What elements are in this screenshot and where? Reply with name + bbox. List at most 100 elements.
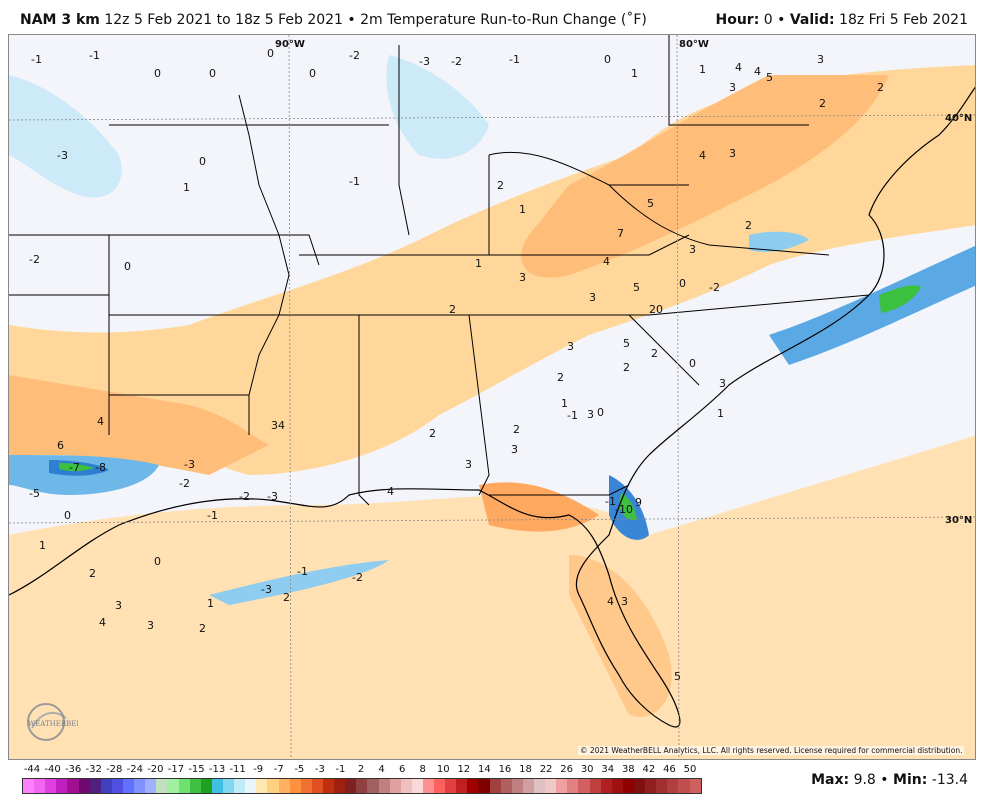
station-value: 2 [199, 622, 206, 635]
meridian-80w [676, 35, 680, 759]
colorbar-segment [600, 779, 612, 793]
warming-core-west [9, 375, 269, 475]
station-value: -2 [239, 490, 250, 503]
colorbar-label: 26 [560, 764, 573, 775]
station-value: 5 [674, 670, 681, 683]
valid-time: Hour: 0 • Valid: 18z Fri 5 Feb 2021 [715, 12, 968, 28]
station-value: -1 [567, 409, 578, 422]
colorbar-label: 10 [436, 764, 450, 775]
station-value: 3 [621, 595, 628, 608]
gridline-label-80w: 80°W [679, 39, 709, 50]
station-value: 2 [819, 97, 826, 110]
station-value: 2 [449, 303, 456, 316]
colorbar-segment [56, 779, 68, 793]
colorbar-segment [89, 779, 101, 793]
colorbar-label: 34 [601, 764, 615, 775]
colorbar-segment [545, 779, 557, 793]
station-value: 2 [623, 361, 630, 374]
meridian-90w [288, 35, 292, 759]
parallel-30n [9, 516, 975, 524]
colorbar-segment [478, 779, 490, 793]
gridline-label-90w: 90°W [275, 39, 305, 50]
station-value: 1 [39, 539, 46, 552]
station-value: 4 [754, 65, 761, 78]
colorbar-segment [23, 779, 35, 793]
model-name: NAM 3 km [20, 12, 100, 28]
station-value: 1 [631, 67, 638, 80]
colorbar-label: -36 [64, 764, 82, 775]
station-value: 0 [154, 67, 161, 80]
colorbar-segment [334, 779, 346, 793]
boundary-line [608, 184, 830, 256]
station-value: 2 [745, 219, 752, 232]
station-value: -2 [29, 253, 40, 266]
station-value: -1 [207, 509, 218, 522]
colorbar-label: 14 [478, 764, 491, 775]
warming-florida [569, 555, 672, 717]
hour-label: Hour: [715, 12, 760, 28]
station-value: 3 [689, 243, 696, 256]
colorbar-segment [645, 779, 657, 793]
colorbar-label: 22 [539, 764, 553, 775]
station-value: -1 [297, 565, 308, 578]
station-value: 20 [649, 303, 663, 316]
boundary-line [648, 294, 870, 316]
weatherbell-logo: WEATHERBELL [27, 703, 78, 741]
logo-swoosh [31, 711, 67, 729]
station-value: 0 [124, 260, 131, 273]
station-value: 3 [587, 408, 594, 421]
station-value: 1 [717, 407, 724, 420]
boundary-line [668, 35, 809, 126]
station-value: 3 [567, 340, 574, 353]
colorbar-segment [434, 779, 446, 793]
station-value: 1 [183, 181, 190, 194]
colorbar-segment [589, 779, 601, 793]
station-value: 9 [635, 496, 642, 509]
station-value: 5 [623, 337, 630, 350]
colorbar-segment [489, 779, 501, 793]
station-value: 4 [607, 595, 614, 608]
boundary-line [468, 314, 490, 496]
colorbar-segment [456, 779, 468, 793]
warming-core-north [521, 75, 889, 278]
colorbar-label: 6 [398, 764, 406, 775]
political-boundaries [9, 35, 870, 506]
station-value: 0 [64, 509, 71, 522]
boundary-line [398, 45, 410, 236]
station-value: 1 [561, 397, 568, 410]
station-value: 0 [199, 155, 206, 168]
station-value: -1 [349, 175, 360, 188]
max-label: Max: [811, 772, 850, 788]
colorbar-label: -44 [23, 764, 41, 775]
station-value: -3 [419, 55, 430, 68]
station-value: -1 [605, 495, 616, 508]
max-value: 9.8 [853, 772, 876, 788]
station-value: 4 [99, 616, 106, 629]
station-value: 0 [209, 67, 216, 80]
colorbar-label: -3 [314, 764, 325, 775]
station-value: 3 [817, 53, 824, 66]
colorbar-label: -17 [167, 764, 185, 775]
station-value: 4 [97, 415, 104, 428]
station-value: 4 [735, 61, 742, 74]
station-value: 5 [633, 281, 640, 294]
station-value: 0 [597, 406, 604, 419]
colorbar-segment [122, 779, 135, 793]
colorbar-label: 18 [519, 764, 532, 775]
cooling-band-virginia [749, 231, 809, 252]
colorbar-segment [500, 779, 512, 793]
map-title: NAM 3 km 12z 5 Feb 2021 to 18z 5 Feb 202… [20, 12, 647, 28]
station-value: 0 [154, 555, 161, 568]
valid-label: Valid: [789, 12, 835, 28]
colorbar-segment [578, 779, 590, 793]
max-min-readout: Max: 9.8 • Min: -13.4 [811, 772, 968, 788]
colorbar-segment [467, 779, 479, 793]
title-separator: • [777, 12, 786, 28]
station-value: 34 [271, 419, 285, 432]
min-value: -13.4 [931, 772, 968, 788]
station-value: 4 [603, 255, 610, 268]
coastline [9, 86, 975, 728]
station-value: 1 [519, 203, 526, 216]
station-value: -1 [31, 53, 42, 66]
station-value: -2 [352, 571, 363, 584]
